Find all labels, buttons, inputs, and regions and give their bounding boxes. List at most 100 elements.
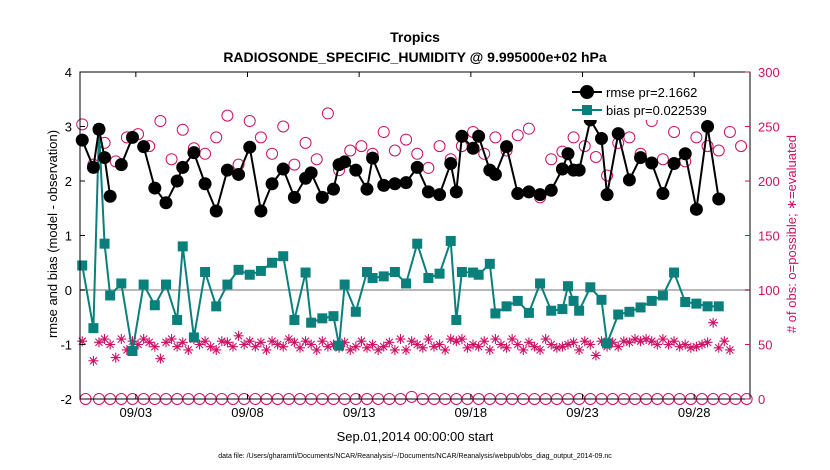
bias-marker [401,278,412,289]
evaluated-obs-marker [428,341,439,352]
rmse-marker [421,185,435,199]
bias-marker [635,302,646,313]
legend-box [567,80,749,120]
bias-marker [523,307,534,318]
rmse-marker [86,160,100,174]
evaluated-obs-marker [194,339,205,350]
chart-subtitle: RADIOSONDE_SPECIFIC_HUMIDITY @ 9.995000e… [223,49,607,65]
possible-obs-marker [735,140,748,153]
evaluated-obs-marker [641,334,652,345]
evaluated-obs-marker [306,339,317,350]
bias-marker [255,265,266,276]
rmse-marker [466,141,480,155]
rmse-marker [678,147,692,161]
evaluated-obs-marker [529,341,540,352]
rmse-marker [689,202,703,216]
rmse-marker [92,122,106,136]
evaluated-obs-marker [121,344,132,355]
evaluated-obs-marker [255,337,266,348]
evaluated-obs-marker [702,337,713,348]
x-tick-label: 09/13 [343,405,376,420]
rmse-marker [220,163,234,177]
possible-obs-marker [266,147,279,160]
possible-obs-marker [723,125,736,138]
bias-marker [138,279,149,290]
evaluated-obs-marker [205,341,216,352]
rmse-marker [315,190,329,204]
x-axis-label: Sep.01,2014 00:00:00 start [337,429,494,444]
evaluated-obs-marker [479,336,490,347]
evaluated-obs-marker [680,339,691,350]
evaluated-obs-marker [579,336,590,347]
evaluated-obs-marker [523,337,534,348]
bias-marker [585,282,596,293]
evaluated-obs-marker [546,339,557,350]
possible-obs-marker [422,161,435,174]
evaluated-obs-marker [708,317,719,328]
evaluated-obs-marker [138,334,149,345]
rmse-marker [712,192,726,206]
evaluated-obs-marker [144,337,155,348]
evaluated-obs-marker [99,334,110,345]
possible-obs-marker [199,147,212,160]
y-tick-right-label: 200 [758,174,780,189]
bias-marker [669,267,680,278]
evaluated-obs-marker [328,339,339,350]
evaluated-obs-marker [719,336,730,347]
rmse-marker [75,133,89,147]
evaluated-obs-marker [669,336,680,347]
possible-obs-marker [668,125,681,138]
rmse-marker [399,176,413,190]
rmse-marker [125,130,139,144]
rmse-marker [98,151,112,165]
evaluated-obs-marker [127,336,138,347]
possible-obs-marker [277,120,290,133]
possible-obs-marker [154,115,167,128]
rmse-marker [137,140,151,154]
evaluated-obs-marker [233,330,244,341]
possible-obs-marker [321,107,334,120]
evaluated-obs-marker [495,339,506,350]
bias-marker [702,301,713,312]
evaluated-obs-marker [367,339,378,350]
possible-obs-marker [545,153,558,166]
x-tick-label: 09/03 [120,405,153,420]
evaluated-obs-marker [440,344,451,355]
rmse-marker [656,187,670,201]
legend-marker-rmse [580,85,594,99]
bias-marker [535,278,546,289]
y-tick-right-label: 300 [758,65,780,80]
bias-marker [77,260,88,271]
evaluated-obs-marker [473,341,484,352]
possible-obs-marker [344,144,357,157]
possible-obs-marker [478,147,491,160]
possible-obs-marker [355,140,368,153]
evaluated-obs-marker [724,344,735,355]
rmse-marker [544,183,558,197]
evaluated-obs-marker [77,336,88,347]
bias-marker [127,346,138,357]
rmse-marker [187,146,201,160]
rmse-marker [159,196,173,210]
rmse-marker [433,188,447,202]
evaluated-obs-marker [160,337,171,348]
evaluated-obs-marker [652,339,663,350]
rmse-marker [265,177,279,191]
possible-obs-marker [254,131,267,144]
evaluated-obs-marker [468,339,479,350]
bias-marker [562,281,573,292]
evaluated-obs-marker [663,339,674,350]
y-tick-left-label: 4 [65,65,72,80]
legend-label-bias: bias pr=0.022539 [606,103,707,118]
bias-marker [350,306,361,317]
bias-marker [713,301,724,312]
rmse-marker [287,190,301,204]
bias-marker [680,296,691,307]
footnote: data file: /Users/gharamti/Documents/NCA… [218,453,612,460]
y-tick-left-label: 3 [65,120,72,135]
bias-marker [624,306,635,317]
evaluated-obs-marker [356,336,367,347]
possible-obs-marker [377,125,390,138]
evaluated-obs-marker [574,344,585,355]
rmse-marker [276,162,290,176]
